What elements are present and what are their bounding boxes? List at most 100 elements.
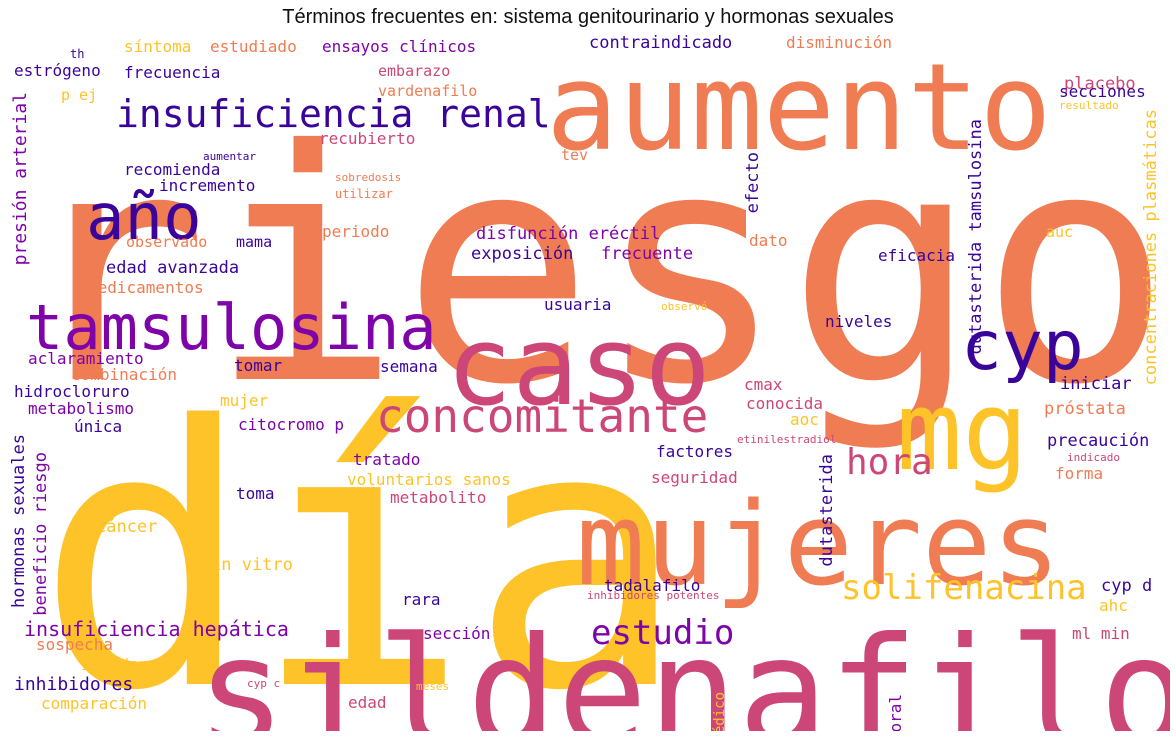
word-56: medicamentos [88,278,204,297]
word-90: rara [402,590,441,609]
word-67: mujer [220,391,269,410]
word-23: concentraciones plasmáticas [1141,109,1161,385]
word-85: in vitro [211,555,293,575]
word-42: th [70,47,84,61]
word-71: aoc [790,410,819,429]
word-95: vía oral [886,694,905,731]
word-51: mama [236,233,272,251]
word-84: cáncer [96,517,157,537]
word-74: precaución [1047,431,1149,451]
word-52: periodo [322,222,389,241]
word-75: etinilestradiol [737,433,836,446]
word-98: meses [416,680,449,693]
word-64: única [74,417,122,436]
word-18: disfunción eréctil [476,224,660,244]
word-40: resultado [1059,99,1119,112]
word-94: incidencia [81,655,177,674]
word-86: tadalafilo [604,576,700,595]
word-53: dato [749,231,788,250]
word-30: estudiado [210,37,297,56]
word-13: hora [846,442,933,483]
word-66: semana [380,357,438,376]
word-81: voluntarios sanos [347,470,511,489]
word-55: eficacia [878,246,955,265]
word-25: hormonas sexuales [9,434,29,608]
word-34: placebo [1064,74,1136,94]
word-99: comparación [41,694,147,713]
word-37: embarazo [378,62,450,80]
word-73: próstata [1044,399,1126,419]
word-24: presión arterial [10,92,31,265]
word-41: p ej [61,86,97,104]
word-47: sobredosis [335,171,401,184]
word-26: beneficio riesgo [31,452,51,616]
word-59: niveles [825,312,892,331]
word-96: médico [712,692,728,731]
word-1: riesgo [16,83,1170,455]
word-78: factores [656,442,733,461]
word-60: aclaramiento [28,349,144,368]
chart-title: Términos frecuentes en: sistema genitour… [282,6,894,28]
word-33: disminución [786,34,892,52]
word-76: indicado [1067,451,1120,464]
word-cloud: riesgodíasildenafiloaumentomujerescasota… [9,34,1170,731]
word-10: año [86,181,202,255]
word-79: seguridad [651,468,738,487]
word-12: insuficiencia renal [116,92,551,136]
word-17: inhibidores [14,674,133,695]
word-49: tev [561,146,588,164]
word-22: dutasterida tamsulosina [966,119,986,354]
word-70: conocida [746,394,823,413]
word-93: sospecha [36,635,113,654]
word-65: tomar [234,356,283,375]
word-5: mujeres [576,478,1061,612]
word-83: toma [236,484,275,503]
word-92: ml min [1072,624,1130,643]
word-4: aumento [546,39,1052,178]
word-15: estudio [591,613,734,653]
word-29: síntoma [124,37,191,56]
word-20: frecuente [601,244,693,264]
word-61: combinación [71,365,177,384]
word-6: caso [446,302,711,430]
word-39: secciones [1059,82,1146,101]
word-91: sección [423,624,490,643]
word-54: auc [1046,223,1073,241]
word-44: recomienda [124,160,220,179]
word-45: incremento [159,176,255,195]
word-87: inhibidores potentes [587,589,719,602]
word-82: metabolito [390,488,486,507]
word-62: hidrocloruro [14,382,130,401]
word-7: tamsulosina [26,291,437,364]
word-27: dutasterida [817,454,837,567]
word-80: tratado [353,450,420,469]
word-97: cyp c [247,677,280,690]
word-68: citocromo p [238,415,344,434]
word-48: utilizar [335,187,393,201]
word-14: solifenacina [841,568,1087,608]
word-38: vardenafilo [378,82,477,100]
word-3: sildenafilo [196,606,1170,731]
word-72: iniciar [1060,374,1132,394]
word-8: mg [896,367,1028,495]
word-69: cmax [744,375,783,394]
word-36: frecuencia [124,63,220,82]
word-77: forma [1055,464,1103,483]
word-100: edad [348,693,387,712]
word-43: recubierto [319,129,415,148]
word-2: día [36,350,686,731]
word-35: estrógeno [14,61,101,80]
word-11: concomitante [376,389,708,443]
word-19: exposición [471,244,573,264]
word-63: metabolismo [28,399,134,418]
word-31: ensayos clínicos [322,37,476,56]
word-9: cyp [961,307,1084,386]
word-50: observado [126,233,207,251]
word-46: aumentar [203,150,256,163]
word-89: ahc [1099,596,1128,615]
word-28: efecto [743,152,763,213]
word-88: cyp d [1101,576,1152,596]
word-32: contraindicado [589,34,732,53]
word-16: insuficiencia hepática [24,617,289,641]
word-57: usuaria [544,295,611,314]
